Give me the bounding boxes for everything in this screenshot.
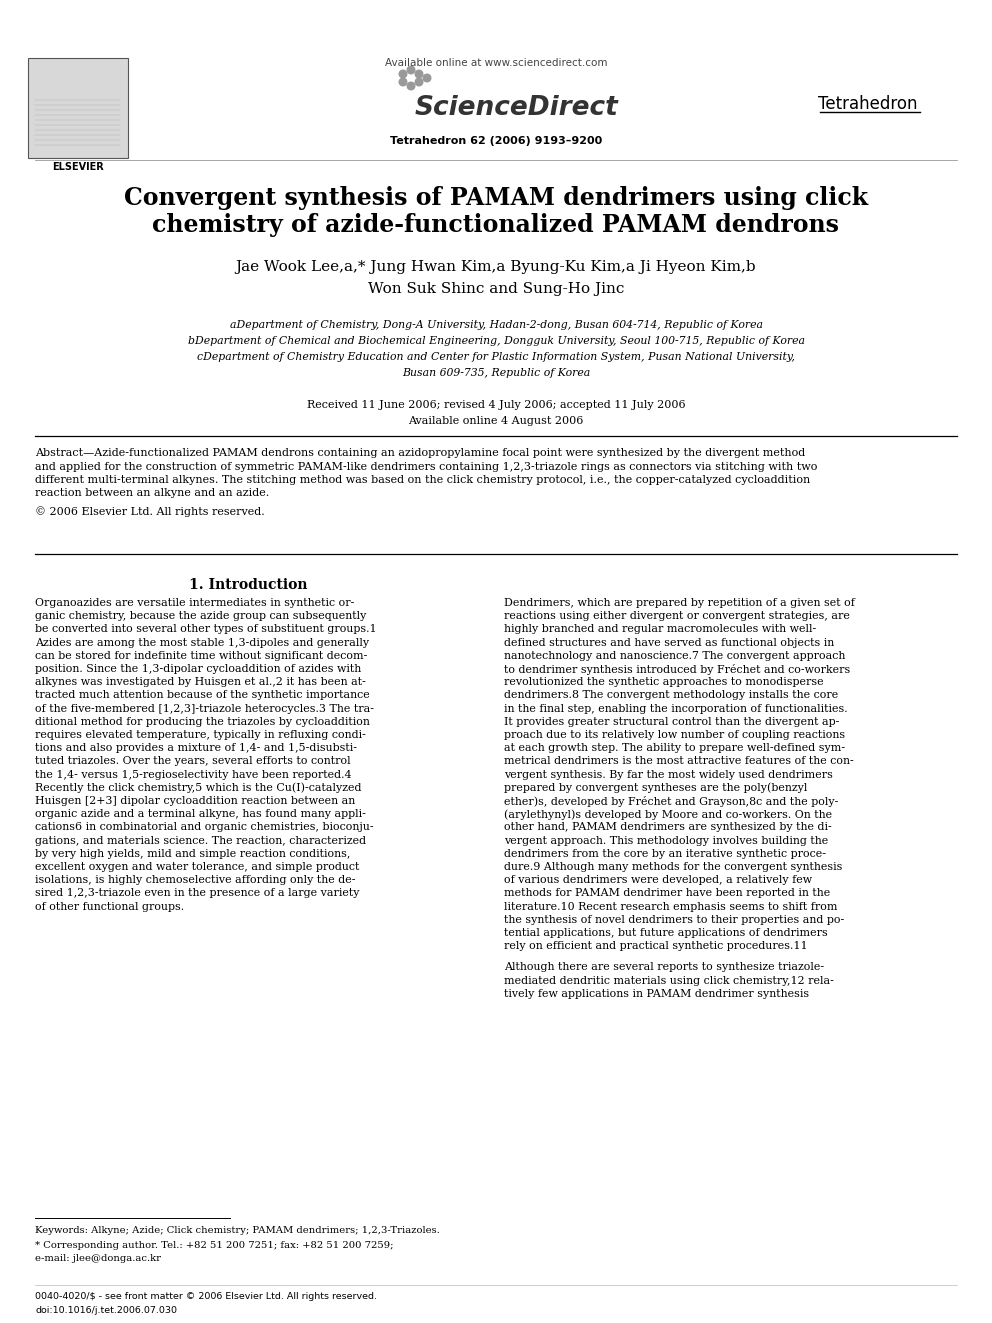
Bar — [28, 58, 128, 157]
Text: reaction between an alkyne and an azide.: reaction between an alkyne and an azide. — [35, 488, 269, 499]
Text: sired 1,2,3-triazole even in the presence of a large variety: sired 1,2,3-triazole even in the presenc… — [35, 889, 359, 898]
Text: highly branched and regular macromolecules with well-: highly branched and regular macromolecul… — [504, 624, 816, 635]
Text: Huisgen [2+3] dipolar cycloaddition reaction between an: Huisgen [2+3] dipolar cycloaddition reac… — [35, 796, 355, 806]
Text: Dendrimers, which are prepared by repetition of a given set of: Dendrimers, which are prepared by repeti… — [504, 598, 855, 609]
Text: Available online at www.sciencedirect.com: Available online at www.sciencedirect.co… — [385, 58, 607, 67]
Text: other hand, PAMAM dendrimers are synthesized by the di-: other hand, PAMAM dendrimers are synthes… — [504, 823, 831, 832]
Text: can be stored for indefinite time without significant decom-: can be stored for indefinite time withou… — [35, 651, 367, 660]
Text: gations, and materials science. The reaction, characterized: gations, and materials science. The reac… — [35, 836, 366, 845]
Text: cations6 in combinatorial and organic chemistries, bioconju-: cations6 in combinatorial and organic ch… — [35, 823, 374, 832]
Text: of other functional groups.: of other functional groups. — [35, 901, 185, 912]
Text: of the five-membered [1,2,3]-triazole heterocycles.3 The tra-: of the five-membered [1,2,3]-triazole he… — [35, 704, 374, 713]
Text: Won Suk Shinc and Sung-Ho Jinc: Won Suk Shinc and Sung-Ho Jinc — [368, 282, 624, 296]
Text: requires elevated temperature, typically in refluxing condi-: requires elevated temperature, typically… — [35, 730, 366, 740]
Text: Abstract—Azide-functionalized PAMAM dendrons containing an azidopropylamine foca: Abstract—Azide-functionalized PAMAM dend… — [35, 448, 806, 458]
Text: to dendrimer synthesis introduced by Fréchet and co-workers: to dendrimer synthesis introduced by Fré… — [504, 664, 850, 675]
Text: Convergent synthesis of PAMAM dendrimers using click: Convergent synthesis of PAMAM dendrimers… — [124, 187, 868, 210]
Text: alkynes was investigated by Huisgen et al.,2 it has been at-: alkynes was investigated by Huisgen et a… — [35, 677, 366, 687]
Text: 1. Introduction: 1. Introduction — [188, 578, 308, 591]
Circle shape — [407, 66, 415, 74]
Text: cDepartment of Chemistry Education and Center for Plastic Information System, Pu: cDepartment of Chemistry Education and C… — [197, 352, 795, 363]
Text: proach due to its relatively low number of coupling reactions: proach due to its relatively low number … — [504, 730, 845, 740]
Text: mediated dendritic materials using click chemistry,12 rela-: mediated dendritic materials using click… — [504, 975, 834, 986]
Text: dure.9 Although many methods for the convergent synthesis: dure.9 Although many methods for the con… — [504, 863, 842, 872]
Text: nanotechnology and nanoscience.7 The convergent approach: nanotechnology and nanoscience.7 The con… — [504, 651, 845, 660]
Text: methods for PAMAM dendrimer have been reported in the: methods for PAMAM dendrimer have been re… — [504, 889, 830, 898]
Text: © 2006 Elsevier Ltd. All rights reserved.: © 2006 Elsevier Ltd. All rights reserved… — [35, 505, 265, 517]
Text: dendrimers.8 The convergent methodology installs the core: dendrimers.8 The convergent methodology … — [504, 691, 838, 700]
Text: at each growth step. The ability to prepare well-defined sym-: at each growth step. The ability to prep… — [504, 744, 845, 753]
Text: e-mail: jlee@donga.ac.kr: e-mail: jlee@donga.ac.kr — [35, 1254, 161, 1263]
Text: Tetrahedron: Tetrahedron — [818, 95, 918, 112]
Text: Tetrahedron 62 (2006) 9193–9200: Tetrahedron 62 (2006) 9193–9200 — [390, 136, 602, 146]
Circle shape — [399, 70, 407, 78]
Text: dendrimers from the core by an iterative synthetic proce-: dendrimers from the core by an iterative… — [504, 849, 826, 859]
Text: by very high yields, mild and simple reaction conditions,: by very high yields, mild and simple rea… — [35, 849, 350, 859]
Text: Although there are several reports to synthesize triazole-: Although there are several reports to sy… — [504, 962, 824, 972]
Text: (arylethynyl)s developed by Moore and co-workers. On the: (arylethynyl)s developed by Moore and co… — [504, 810, 832, 820]
Text: tential applications, but future applications of dendrimers: tential applications, but future applica… — [504, 927, 827, 938]
Text: position. Since the 1,3-dipolar cycloaddition of azides with: position. Since the 1,3-dipolar cycloadd… — [35, 664, 361, 673]
Text: of various dendrimers were developed, a relatively few: of various dendrimers were developed, a … — [504, 876, 812, 885]
Text: chemistry of azide-functionalized PAMAM dendrons: chemistry of azide-functionalized PAMAM … — [153, 213, 839, 237]
Text: * Corresponding author. Tel.: +82 51 200 7251; fax: +82 51 200 7259;: * Corresponding author. Tel.: +82 51 200… — [35, 1241, 394, 1250]
Circle shape — [424, 74, 431, 82]
Text: Recently the click chemistry,5 which is the Cu(I)-catalyzed: Recently the click chemistry,5 which is … — [35, 783, 361, 794]
Text: tuted triazoles. Over the years, several efforts to control: tuted triazoles. Over the years, several… — [35, 757, 350, 766]
Circle shape — [407, 82, 415, 90]
Text: the synthesis of novel dendrimers to their properties and po-: the synthesis of novel dendrimers to the… — [504, 914, 844, 925]
Text: Received 11 June 2006; revised 4 July 2006; accepted 11 July 2006: Received 11 June 2006; revised 4 July 20… — [307, 400, 685, 410]
Circle shape — [416, 70, 423, 78]
Text: vergent synthesis. By far the most widely used dendrimers: vergent synthesis. By far the most widel… — [504, 770, 833, 779]
Text: isolations, is highly chemoselective affording only the de-: isolations, is highly chemoselective aff… — [35, 876, 355, 885]
Text: tively few applications in PAMAM dendrimer synthesis: tively few applications in PAMAM dendrim… — [504, 988, 809, 999]
Text: in the final step, enabling the incorporation of functionalities.: in the final step, enabling the incorpor… — [504, 704, 847, 713]
Text: Busan 609-735, Republic of Korea: Busan 609-735, Republic of Korea — [402, 368, 590, 378]
Text: metrical dendrimers is the most attractive features of the con-: metrical dendrimers is the most attracti… — [504, 757, 854, 766]
Text: Jae Wook Lee,a,* Jung Hwan Kim,a Byung-Ku Kim,a Ji Hyeon Kim,b: Jae Wook Lee,a,* Jung Hwan Kim,a Byung-K… — [236, 261, 756, 274]
Text: prepared by convergent syntheses are the poly(benzyl: prepared by convergent syntheses are the… — [504, 783, 807, 794]
Text: tions and also provides a mixture of 1,4- and 1,5-disubsti-: tions and also provides a mixture of 1,4… — [35, 744, 357, 753]
Text: defined structures and have served as functional objects in: defined structures and have served as fu… — [504, 638, 834, 647]
Text: ELSEVIER: ELSEVIER — [53, 161, 104, 172]
Text: 0040-4020/$ - see front matter © 2006 Elsevier Ltd. All rights reserved.: 0040-4020/$ - see front matter © 2006 El… — [35, 1293, 377, 1301]
Circle shape — [399, 78, 407, 86]
Text: ScienceDirect: ScienceDirect — [414, 95, 618, 120]
Text: Azides are among the most stable 1,3-dipoles and generally: Azides are among the most stable 1,3-dip… — [35, 638, 369, 647]
Text: doi:10.1016/j.tet.2006.07.030: doi:10.1016/j.tet.2006.07.030 — [35, 1306, 177, 1315]
Text: bDepartment of Chemical and Biochemical Engineering, Dongguk University, Seoul 1: bDepartment of Chemical and Biochemical … — [187, 336, 805, 347]
Circle shape — [416, 78, 423, 86]
Text: ganic chemistry, because the azide group can subsequently: ganic chemistry, because the azide group… — [35, 611, 366, 622]
Text: organic azide and a terminal alkyne, has found many appli-: organic azide and a terminal alkyne, has… — [35, 810, 366, 819]
Text: reactions using either divergent or convergent strategies, are: reactions using either divergent or conv… — [504, 611, 850, 622]
Text: aDepartment of Chemistry, Dong-A University, Hadan-2-dong, Busan 604-714, Republ: aDepartment of Chemistry, Dong-A Univers… — [229, 320, 763, 329]
Text: be converted into several other types of substituent groups.1: be converted into several other types of… — [35, 624, 377, 635]
Text: ether)s, developed by Fréchet and Grayson,8c and the poly-: ether)s, developed by Fréchet and Grayso… — [504, 796, 838, 807]
Text: ditional method for producing the triazoles by cycloaddition: ditional method for producing the triazo… — [35, 717, 370, 726]
Text: It provides greater structural control than the divergent ap-: It provides greater structural control t… — [504, 717, 839, 726]
Text: excellent oxygen and water tolerance, and simple product: excellent oxygen and water tolerance, an… — [35, 863, 359, 872]
Text: rely on efficient and practical synthetic procedures.11: rely on efficient and practical syntheti… — [504, 941, 807, 951]
Text: vergent approach. This methodology involves building the: vergent approach. This methodology invol… — [504, 836, 828, 845]
Text: Keywords: Alkyne; Azide; Click chemistry; PAMAM dendrimers; 1,2,3-Triazoles.: Keywords: Alkyne; Azide; Click chemistry… — [35, 1226, 439, 1234]
Text: tracted much attention because of the synthetic importance: tracted much attention because of the sy… — [35, 691, 370, 700]
Text: and applied for the construction of symmetric PAMAM-like dendrimers containing 1: and applied for the construction of symm… — [35, 462, 817, 471]
Text: Available online 4 August 2006: Available online 4 August 2006 — [409, 415, 583, 426]
Text: different multi-terminal alkynes. The stitching method was based on the click ch: different multi-terminal alkynes. The st… — [35, 475, 810, 486]
Text: the 1,4- versus 1,5-regioselectivity have been reported.4: the 1,4- versus 1,5-regioselectivity hav… — [35, 770, 351, 779]
Text: literature.10 Recent research emphasis seems to shift from: literature.10 Recent research emphasis s… — [504, 901, 837, 912]
Text: Organoazides are versatile intermediates in synthetic or-: Organoazides are versatile intermediates… — [35, 598, 354, 609]
Text: revolutionized the synthetic approaches to monodisperse: revolutionized the synthetic approaches … — [504, 677, 823, 687]
